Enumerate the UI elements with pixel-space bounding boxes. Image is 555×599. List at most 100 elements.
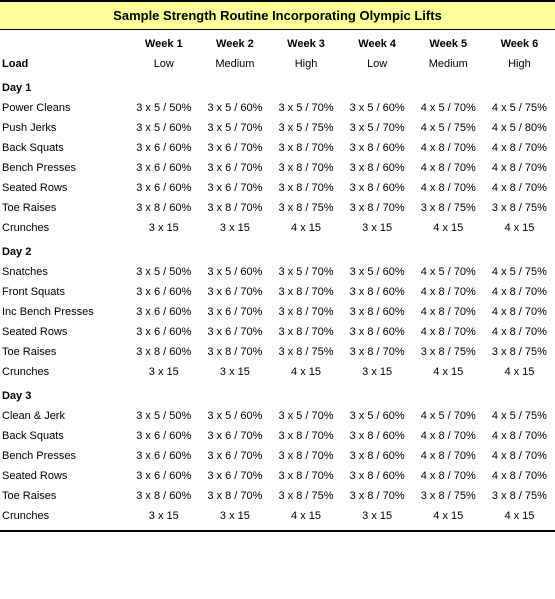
exercise-value: 4 x 8 / 70% xyxy=(484,178,555,198)
exercise-value: 3 x 8 / 75% xyxy=(270,198,341,218)
load-label: Load xyxy=(0,54,128,74)
exercise-value: 4 x 15 xyxy=(413,218,484,238)
exercise-row: Inc Bench Presses3 x 6 / 60%3 x 6 / 70%3… xyxy=(0,302,555,322)
exercise-name: Crunches xyxy=(0,218,128,238)
day-header-row: Day 1 xyxy=(0,78,555,98)
load-row: Load Low Medium High Low Medium High xyxy=(0,54,555,74)
exercise-name: Toe Raises xyxy=(0,198,128,218)
bottom-border xyxy=(0,526,555,532)
exercise-value: 3 x 5 / 60% xyxy=(342,406,413,426)
exercise-value: 3 x 5 / 60% xyxy=(128,118,199,138)
exercise-value: 4 x 5 / 70% xyxy=(413,406,484,426)
exercise-value: 3 x 5 / 70% xyxy=(270,406,341,426)
exercise-value: 4 x 5 / 75% xyxy=(484,98,555,118)
exercise-value: 3 x 8 / 75% xyxy=(413,198,484,218)
exercise-row: Power Cleans3 x 5 / 50% 3 x 5 / 60%3 x 5 … xyxy=(0,98,555,118)
exercise-value: 3 x 6 / 60% xyxy=(128,138,199,158)
exercise-value: 3 x 6 / 70% xyxy=(199,466,270,486)
exercise-value: 4 x 8 / 70% xyxy=(484,446,555,466)
exercise-row: Seated Rows3 x 6 / 60%3 x 6 / 70% 3 x 8 /… xyxy=(0,466,555,486)
exercise-value: 4 x 8 / 70% xyxy=(484,302,555,322)
exercise-value: 3 x 6 / 60% xyxy=(128,158,199,178)
exercise-value: 4 x 5 / 70% xyxy=(413,98,484,118)
day-header-row: Day 2 xyxy=(0,242,555,262)
load-value: Medium xyxy=(199,54,270,74)
exercise-value: 3 x 15 xyxy=(199,506,270,526)
exercise-value: 3 x 6 / 70% xyxy=(199,446,270,466)
exercise-value: 3 x 8 / 70% xyxy=(342,486,413,506)
exercise-value: 3 x 8 / 75% xyxy=(484,342,555,362)
exercise-value: 3 x 8 / 60% xyxy=(342,466,413,486)
exercise-value: 3 x 8 / 75% xyxy=(484,486,555,506)
exercise-value: 3 x 5 / 70% xyxy=(199,118,270,138)
exercise-value: 4 x 8 / 70% xyxy=(413,178,484,198)
exercise-name: Seated Rows xyxy=(0,466,128,486)
exercise-value: 3 x 15 xyxy=(342,506,413,526)
exercise-row: Snatches3 x 5 / 50%3 x 5 / 60%3 x 5 / 70… xyxy=(0,262,555,282)
exercise-value: 4 x 5 / 75% xyxy=(484,406,555,426)
load-value: High xyxy=(270,54,341,74)
exercise-value: 3 x 5 / 75% xyxy=(270,118,341,138)
exercise-value: 3 x 8 / 70% xyxy=(270,302,341,322)
load-value: Low xyxy=(342,54,413,74)
exercise-value: 3 x 6 / 60% xyxy=(128,446,199,466)
exercise-value: 3 x 5 / 60% xyxy=(199,406,270,426)
exercise-value: 4 x 15 xyxy=(270,362,341,382)
exercise-value: 4 x 15 xyxy=(413,506,484,526)
week-header: Week 1 xyxy=(128,34,199,54)
exercise-value: 4 x 8 / 70% xyxy=(484,158,555,178)
exercise-value: 4 x 8 / 70% xyxy=(413,426,484,446)
day-header: Day 1 xyxy=(0,78,555,98)
exercise-value: 4 x 5 / 80% xyxy=(484,118,555,138)
exercise-name: Back Squats xyxy=(0,138,128,158)
exercise-value: 3 x 5 / 70% xyxy=(270,98,341,118)
exercise-value: 3 x 15 xyxy=(342,362,413,382)
exercise-row: Seated Rows3 x 6 / 60%3 x 6 / 70%3 x 8 /… xyxy=(0,322,555,342)
exercise-name: Push Jerks xyxy=(0,118,128,138)
exercise-value: 4 x 15 xyxy=(484,362,555,382)
exercise-value: 3 x 5 / 50% xyxy=(128,98,199,118)
exercise-value: 4 x 5 / 75% xyxy=(484,262,555,282)
exercise-value: 3 x 6 / 60% xyxy=(128,322,199,342)
exercise-name: Crunches xyxy=(0,506,128,526)
exercise-value: 3 x 15 xyxy=(199,362,270,382)
exercise-value: 3 x 6 / 60% xyxy=(128,282,199,302)
exercise-name: Clean & Jerk xyxy=(0,406,128,426)
exercise-value: 3 x 8 / 70% xyxy=(270,158,341,178)
exercise-value: 3 x 8 / 75% xyxy=(413,342,484,362)
exercise-row: Seated Rows3 x 6 / 60%3 x 6 / 70%3 x 8 /… xyxy=(0,178,555,198)
exercise-value: 3 x 8 / 70% xyxy=(199,342,270,362)
week-header: Week 4 xyxy=(342,34,413,54)
exercise-value: 3 x 5 / 60% xyxy=(342,98,413,118)
exercise-name: Crunches xyxy=(0,362,128,382)
exercise-value: 4 x 8 / 70% xyxy=(413,138,484,158)
exercise-value: 3 x 8 / 70% xyxy=(199,198,270,218)
exercise-value: 3 x 8 / 70% xyxy=(270,446,341,466)
table-body: Week 1 Week 2 Week 3 Week 4 Week 5 Week … xyxy=(0,30,555,526)
exercise-value: 3 x 6 / 60% xyxy=(128,466,199,486)
week-header: Week 6 xyxy=(484,34,555,54)
exercise-value: 4 x 8 / 70% xyxy=(413,322,484,342)
exercise-value: 3 x 5 / 60% xyxy=(342,262,413,282)
exercise-value: 3 x 8 / 60% xyxy=(128,486,199,506)
exercise-value: 3 x 8 / 60% xyxy=(342,426,413,446)
exercise-value: 4 x 15 xyxy=(484,218,555,238)
load-value: Low xyxy=(128,54,199,74)
exercise-value: 4 x 8 / 70% xyxy=(484,322,555,342)
exercise-row: Bench Presses3 x 6 / 60%3 x 6 / 70%3 x 8… xyxy=(0,446,555,466)
exercise-name: Toe Raises xyxy=(0,486,128,506)
day-header: Day 2 xyxy=(0,242,555,262)
exercise-value: 3 x 15 xyxy=(128,506,199,526)
exercise-row: Front Squats3 x 6 / 60%3 x 6 / 70%3 x 8 … xyxy=(0,282,555,302)
exercise-value: 3 x 8 / 60% xyxy=(342,138,413,158)
exercise-name: Power Cleans xyxy=(0,98,128,118)
day-header: Day 3 xyxy=(0,386,555,406)
exercise-name: Inc Bench Presses xyxy=(0,302,128,322)
exercise-value: 3 x 8 / 60% xyxy=(342,446,413,466)
exercise-value: 3 x 5 / 50% xyxy=(128,262,199,282)
exercise-name: Back Squats xyxy=(0,426,128,446)
exercise-name: Front Squats xyxy=(0,282,128,302)
exercise-value: 3 x 5 / 70% xyxy=(342,118,413,138)
exercise-value: 4 x 8 / 70% xyxy=(484,466,555,486)
exercise-value: 4 x 15 xyxy=(413,362,484,382)
